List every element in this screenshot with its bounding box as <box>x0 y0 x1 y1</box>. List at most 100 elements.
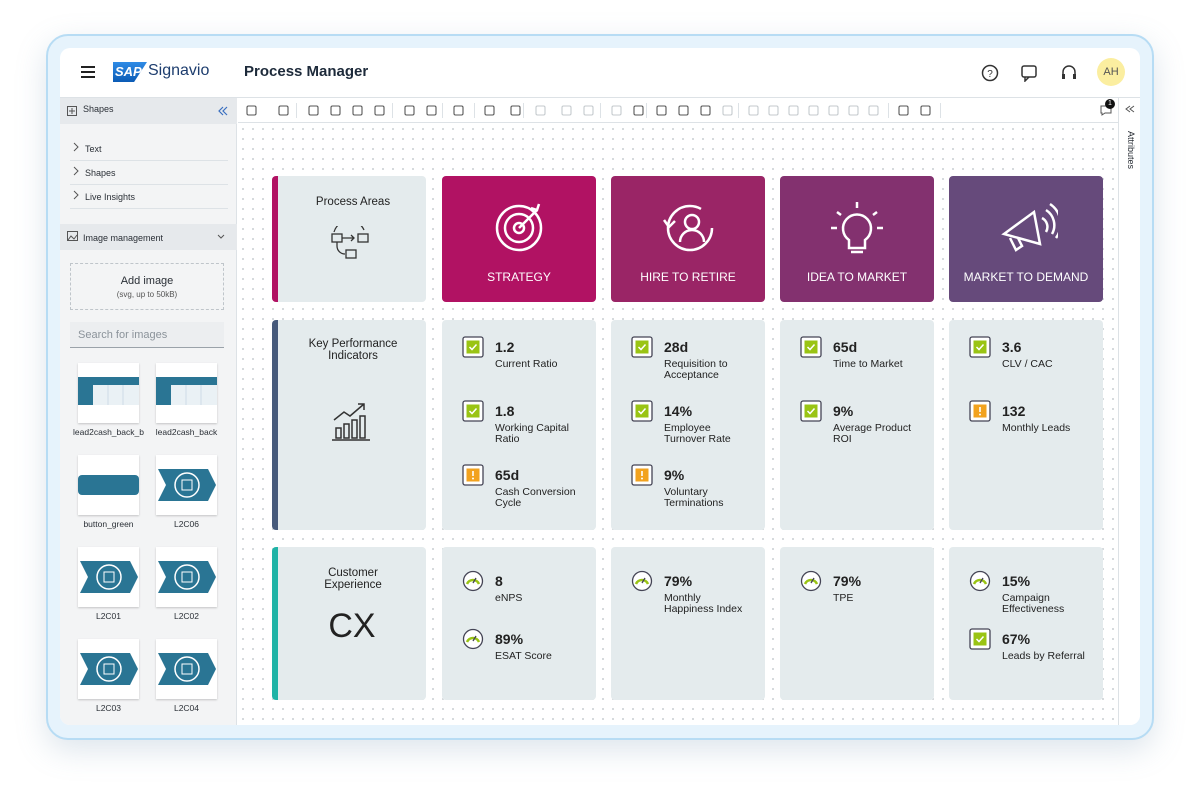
metric-label: Current Ratio <box>495 358 558 370</box>
toolbar-button[interactable] <box>611 105 622 116</box>
metric-label: Working Capital Ratio <box>495 422 569 445</box>
expand-button[interactable] <box>217 234 225 240</box>
toolbar-separator <box>392 103 393 118</box>
sidebar: Shapes Text Shapes Live Insights Image manag… <box>60 98 237 725</box>
metric-label: CLV / CAC <box>1002 358 1053 370</box>
toolbar-button[interactable] <box>404 105 415 116</box>
toolbar-button[interactable] <box>748 105 759 116</box>
row-header-card: Key Performance Indicators <box>272 320 426 530</box>
thumbnail-label: lead2cash_back_b <box>73 427 144 437</box>
toolbar-button[interactable] <box>920 105 931 116</box>
tree-item[interactable]: Text <box>85 144 102 154</box>
status-gauge <box>800 570 822 592</box>
toolbar-button[interactable] <box>700 105 711 116</box>
status-gauge <box>969 570 991 592</box>
row-label: Key Performance Indicators <box>308 338 398 362</box>
add-image-hint: (svg, up to 50kB) <box>116 290 178 299</box>
metric-card: 8 eNPS 89% ESAT Score <box>442 547 596 700</box>
support-button[interactable] <box>1060 64 1078 82</box>
menu-button[interactable] <box>80 65 96 79</box>
thumbnail[interactable] <box>156 363 217 423</box>
process-area-card[interactable]: IDEA TO MARKET <box>780 176 934 302</box>
toolbar-separator <box>940 103 941 118</box>
thumbnail[interactable] <box>78 639 139 699</box>
toolbar-button[interactable] <box>633 105 644 116</box>
toolbar-button[interactable] <box>308 105 319 116</box>
avatar[interactable]: AH <box>1097 58 1125 86</box>
toolbar-separator <box>442 103 443 118</box>
right-panel: Attributes <box>1118 98 1140 725</box>
status-gauge <box>631 570 653 592</box>
toolbar-button[interactable] <box>330 105 341 116</box>
toolbar-separator <box>474 103 475 118</box>
toolbar-button[interactable] <box>484 105 495 116</box>
toolbar-button[interactable] <box>898 105 909 116</box>
add-image-box[interactable]: Add image (svg, up to 50kB) <box>70 263 224 310</box>
metric-label: Campaign Effectiveness <box>1002 592 1065 615</box>
toolbar-button[interactable] <box>374 105 385 116</box>
expand-chevron <box>73 190 79 200</box>
status-gauge <box>462 628 484 650</box>
toolbar-button[interactable] <box>722 105 733 116</box>
toolbar-button[interactable] <box>278 105 289 116</box>
tree-item[interactable]: Live Insights <box>85 192 136 202</box>
process-area-card[interactable]: MARKET TO DEMAND <box>949 176 1103 302</box>
thumbnail[interactable] <box>78 547 139 607</box>
divider <box>70 160 228 161</box>
toolbar-button[interactable] <box>808 105 819 116</box>
toolbar-button[interactable] <box>426 105 437 116</box>
toolbar-button[interactable] <box>768 105 779 116</box>
toolbar-separator <box>646 103 647 118</box>
process-icon <box>328 226 372 262</box>
divider <box>70 184 228 185</box>
status-warning <box>969 400 991 422</box>
process-area-card[interactable]: HIRE TO RETIRE <box>611 176 765 302</box>
toolbar-button[interactable] <box>583 105 594 116</box>
help-button[interactable]: ? <box>981 64 999 82</box>
toolbar-button[interactable] <box>453 105 464 116</box>
row-label: Process Areas <box>315 196 391 208</box>
section-title: Shapes <box>83 104 114 114</box>
toolbar-button[interactable] <box>535 105 546 116</box>
toolbar-separator <box>523 103 524 118</box>
toolbar-button[interactable] <box>656 105 667 116</box>
metric-label: Monthly Happiness Index <box>664 592 743 615</box>
status-warning <box>462 464 484 486</box>
metric-card: 1.2 Current Ratio 1.8 Working Capital Ratio… <box>442 320 596 530</box>
toolbar-button[interactable] <box>788 105 799 116</box>
metric-card: 28d Requisition to Acceptance 14% Employee … <box>611 320 765 530</box>
toolbar-button[interactable] <box>868 105 879 116</box>
feedback-button[interactable] <box>1020 64 1038 82</box>
toolbar-button[interactable] <box>352 105 363 116</box>
thumbnail[interactable] <box>156 455 217 515</box>
toolbar-button[interactable] <box>828 105 839 116</box>
thumbnail[interactable] <box>156 547 217 607</box>
metric-value: 3.6 <box>1002 339 1022 355</box>
thumbnail[interactable] <box>78 363 139 423</box>
toolbar-button[interactable] <box>678 105 689 116</box>
expand-panel[interactable] <box>1125 104 1135 114</box>
toolbar-separator <box>888 103 889 118</box>
search-input[interactable]: Search for images <box>70 322 224 348</box>
divider <box>70 208 228 209</box>
section-header <box>60 224 237 250</box>
thumbnail[interactable] <box>156 639 217 699</box>
metric-label: Leads by Referral <box>1002 650 1085 662</box>
panel-label: Attributes <box>1126 130 1136 170</box>
thumbnail[interactable] <box>78 455 139 515</box>
metric-label: Monthly Leads <box>1002 422 1071 434</box>
collapse-button[interactable] <box>218 105 228 117</box>
toolbar-button[interactable] <box>246 105 257 116</box>
metric-value: 15% <box>1002 573 1031 589</box>
process-area-card[interactable]: STRATEGY <box>442 176 596 302</box>
toolbar-button[interactable] <box>848 105 859 116</box>
metric-label: ESAT Score <box>495 650 552 662</box>
brand-name: Signavio <box>148 62 210 79</box>
process-area-icon <box>660 200 720 256</box>
metric-card: 3.6 CLV / CAC 132 Monthly Leads <box>949 320 1103 530</box>
toolbar-button[interactable] <box>510 105 521 116</box>
tree-item[interactable]: Shapes <box>85 168 116 178</box>
toolbar-button[interactable] <box>561 105 572 116</box>
metric-value: 1.8 <box>495 403 515 419</box>
